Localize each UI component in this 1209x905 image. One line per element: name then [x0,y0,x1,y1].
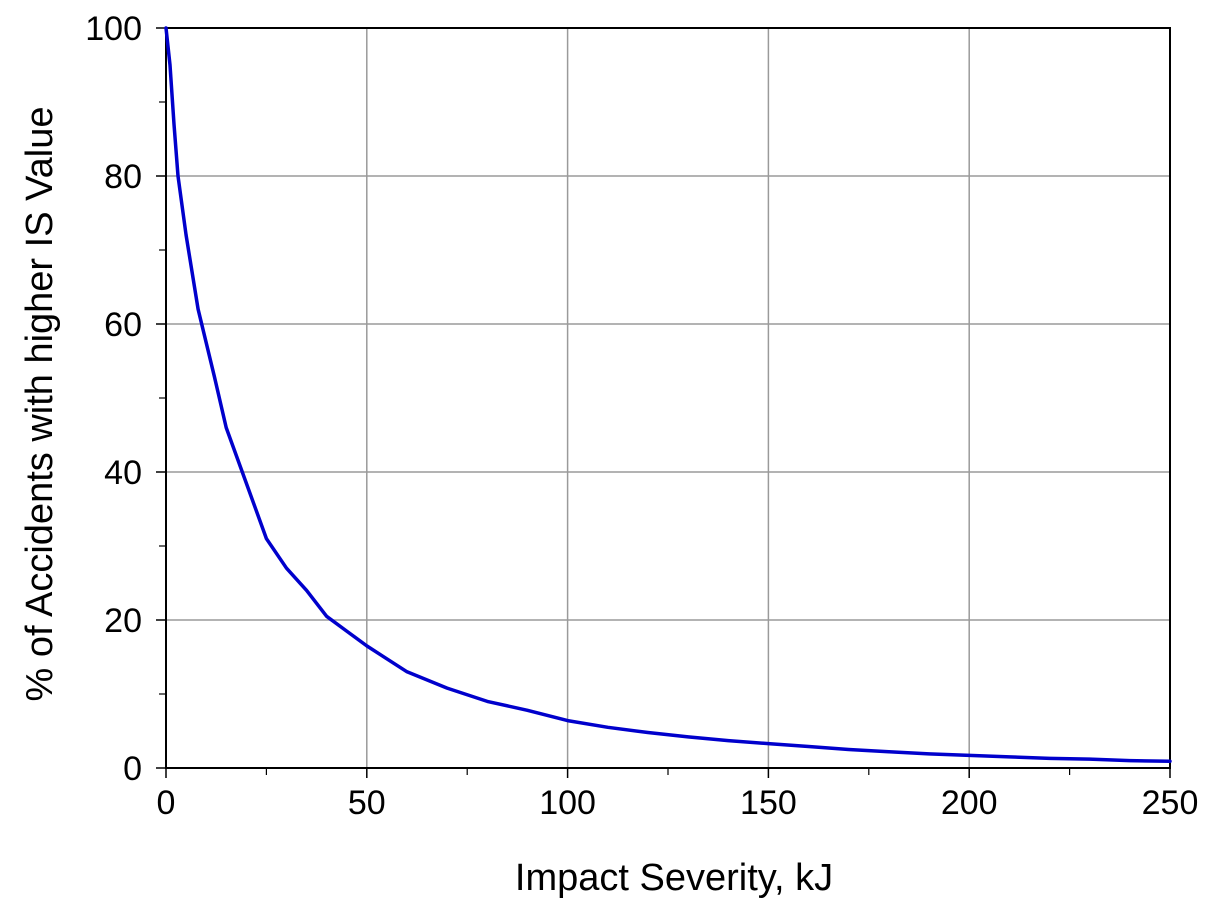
y-tick-labels: 0 20 40 60 80 100 [85,10,142,788]
y-tick-label: 60 [104,306,142,344]
y-tick-label: 0 [123,750,142,788]
x-tick-labels: 0 50 100 150 200 250 [157,784,1199,822]
tick-marks [156,27,1171,778]
x-tick-label: 100 [539,784,596,822]
x-tick-label: 0 [157,784,176,822]
y-tick-label: 40 [104,454,142,492]
y-tick-label: 100 [85,10,142,48]
y-tick-label: 20 [104,602,142,640]
x-tick-label: 150 [740,784,797,822]
series-line [164,26,1172,764]
x-tick-label: 250 [1142,784,1199,822]
y-tick-label: 80 [104,158,142,196]
x-axis-title: Impact Severity, kJ [515,857,833,899]
y-axis-title: % of Accidents with higher IS Value [19,107,61,702]
grid-lines [166,28,1170,768]
plot-area-frame [165,27,1171,769]
x-tick-label: 50 [348,784,386,822]
x-tick-label: 200 [941,784,998,822]
